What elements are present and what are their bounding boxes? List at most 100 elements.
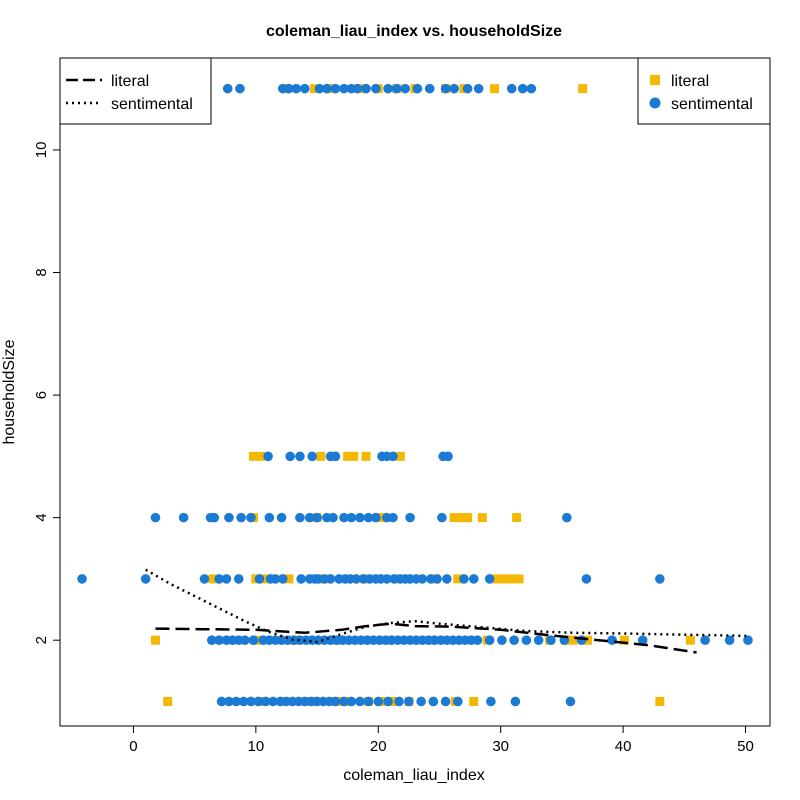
- point-sentimental: [199, 574, 210, 584]
- point-sentimental: [355, 512, 365, 523]
- point-sentimental: [339, 83, 349, 94]
- point-literal: [310, 84, 320, 94]
- point-literal: [449, 513, 459, 523]
- point-sentimental: [325, 574, 336, 584]
- point-sentimental: [214, 635, 224, 646]
- point-sentimental: [565, 696, 576, 707]
- point-sentimental: [140, 574, 151, 584]
- point-literal: [477, 513, 487, 523]
- plot-area: [59, 57, 771, 727]
- point-sentimental: [264, 512, 275, 523]
- x-tick-label: 10: [248, 738, 265, 755]
- x-tick-label: 30: [492, 738, 509, 755]
- point-sentimental: [216, 696, 227, 707]
- point-literal: [349, 451, 359, 461]
- point-sentimental: [382, 574, 392, 584]
- point-sentimental: [314, 83, 325, 94]
- point-literal: [490, 84, 500, 94]
- point-literal: [388, 696, 398, 706]
- point-sentimental: [486, 696, 496, 707]
- point-sentimental: [459, 574, 469, 584]
- point-sentimental: [700, 635, 710, 646]
- point-sentimental: [607, 635, 617, 646]
- point-sentimental: [412, 83, 423, 94]
- point-sentimental: [388, 451, 398, 462]
- x-tick-label: 40: [615, 738, 632, 755]
- point-literal: [502, 574, 512, 584]
- point-sentimental: [373, 696, 384, 707]
- point-sentimental: [291, 83, 302, 94]
- point-literal: [514, 574, 524, 584]
- point-sentimental: [214, 574, 224, 584]
- point-sentimental: [339, 696, 349, 707]
- point-literal: [284, 574, 294, 584]
- point-sentimental: [637, 635, 648, 646]
- y-tick-label: 2: [33, 636, 50, 644]
- point-sentimental: [260, 696, 271, 707]
- point-sentimental: [330, 451, 341, 462]
- point-sentimental: [268, 696, 278, 707]
- point-sentimental: [304, 512, 315, 523]
- point-sentimental: [724, 635, 735, 646]
- point-sentimental: [437, 512, 447, 523]
- point-sentimental: [404, 696, 414, 707]
- point-sentimental: [506, 83, 517, 94]
- point-literal: [508, 574, 518, 584]
- point-sentimental: [521, 635, 532, 646]
- point-literal: [655, 696, 665, 706]
- point-literal: [512, 513, 522, 523]
- point-sentimental: [546, 635, 556, 646]
- point-sentimental: [462, 83, 473, 94]
- point-literal: [343, 451, 353, 461]
- point-sentimental: [743, 635, 753, 646]
- point-sentimental: [238, 696, 249, 707]
- point-sentimental: [240, 635, 250, 646]
- legend-literal-marker-label: literal: [671, 73, 709, 90]
- point-sentimental: [510, 696, 521, 707]
- point-sentimental: [424, 83, 435, 94]
- point-sentimental: [346, 512, 357, 523]
- point-sentimental: [221, 574, 232, 584]
- point-sentimental: [296, 574, 306, 584]
- point-sentimental: [328, 512, 338, 523]
- point-literal: [256, 451, 266, 461]
- point-sentimental: [276, 512, 287, 523]
- point-sentimental: [526, 83, 537, 94]
- point-literal: [685, 635, 695, 645]
- y-tick-label: 4: [33, 513, 50, 521]
- point-sentimental: [322, 83, 332, 94]
- x-tick-label: 50: [737, 738, 754, 755]
- point-sentimental: [330, 83, 341, 94]
- point-sentimental: [285, 451, 295, 462]
- point-sentimental: [339, 512, 349, 523]
- y-axis-label: householdSize: [1, 339, 18, 444]
- point-sentimental: [473, 83, 484, 94]
- point-literal: [248, 451, 258, 461]
- point-sentimental: [383, 83, 393, 94]
- point-sentimental: [497, 635, 507, 646]
- point-sentimental: [295, 512, 305, 523]
- point-sentimental: [391, 83, 402, 94]
- y-tick-label: 6: [33, 391, 50, 399]
- point-literal: [361, 451, 371, 461]
- point-sentimental: [224, 512, 234, 523]
- point-sentimental: [388, 512, 398, 523]
- x-tick-label: 0: [129, 738, 137, 755]
- point-sentimental: [231, 696, 242, 707]
- chart-title: coleman_liau_index vs. householdSize: [266, 23, 562, 40]
- legend-lines: literal sentimental: [59, 57, 212, 125]
- point-literal: [578, 84, 588, 94]
- point-sentimental: [224, 696, 234, 707]
- point-sentimental: [351, 574, 362, 584]
- point-sentimental: [371, 83, 381, 94]
- point-sentimental: [581, 574, 592, 584]
- point-sentimental: [248, 635, 259, 646]
- point-sentimental: [442, 574, 452, 584]
- point-sentimental: [400, 83, 411, 94]
- x-tick-label: 20: [370, 738, 387, 755]
- legend-sentimental-line-label: sentimental: [111, 96, 193, 113]
- point-literal: [619, 635, 629, 645]
- point-sentimental: [405, 512, 415, 523]
- point-literal: [163, 696, 173, 706]
- data-points: [77, 83, 753, 707]
